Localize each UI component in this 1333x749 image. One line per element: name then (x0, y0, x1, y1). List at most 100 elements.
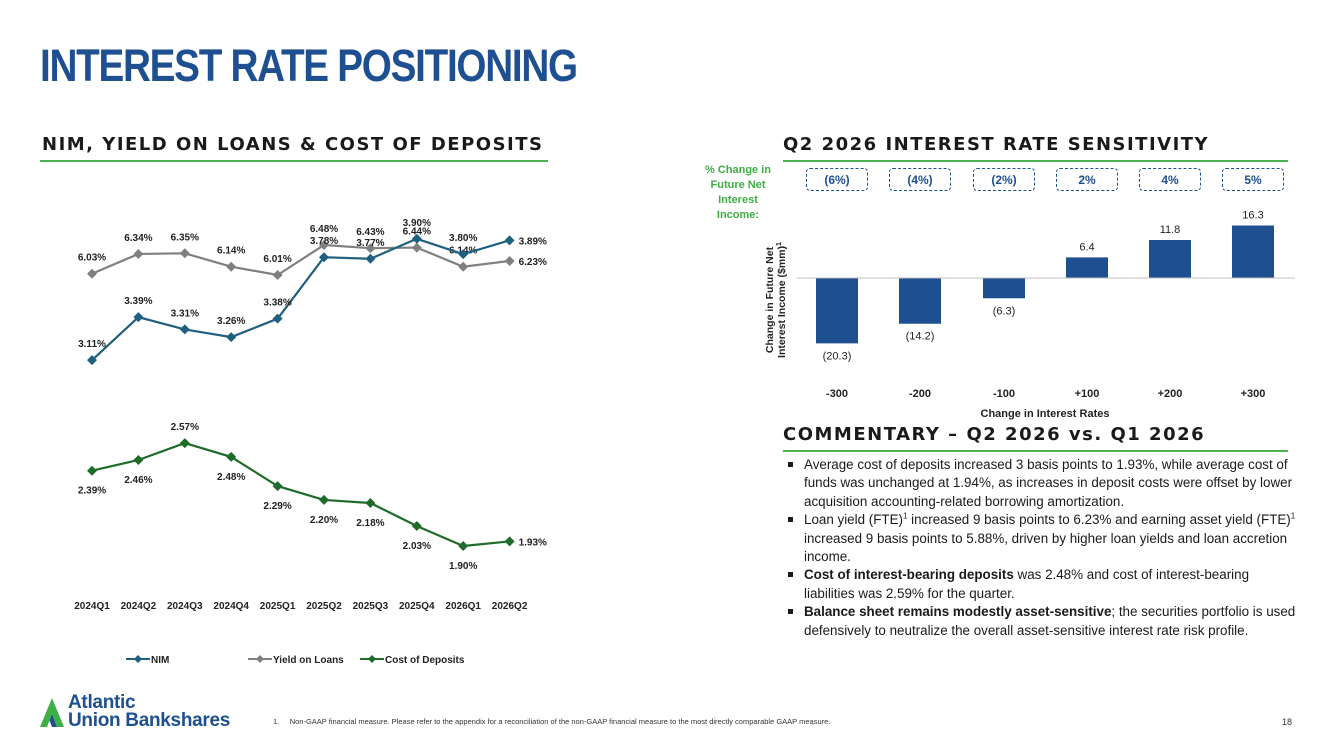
data-point (458, 261, 469, 272)
data-label: 2.03% (403, 541, 431, 552)
x-tick-label: 2024Q3 (167, 601, 203, 612)
legend-label: NIM (151, 655, 169, 666)
data-label: 3.31% (171, 308, 199, 319)
x-axis-label: Change in Interest Rates (981, 408, 1110, 420)
data-point (504, 255, 515, 266)
y-axis-label-line-1: Change in Future Net (764, 246, 776, 353)
right-section-title: Q2 2026 INTEREST RATE SENSITIVITY (783, 134, 1210, 155)
data-point (411, 233, 422, 244)
page-title: INTEREST RATE POSITIONING (40, 40, 578, 91)
data-label: 2.46% (124, 475, 152, 486)
data-point (458, 249, 469, 260)
page-number: 18 (1282, 717, 1293, 727)
y-axis-label-text: Interest Income ($mm) (776, 246, 788, 358)
x-tick-label: +300 (1241, 388, 1266, 400)
bullet-2-text-c: increased 9 basis points to 5.88%, drive… (804, 530, 1288, 565)
data-point (411, 242, 422, 253)
bar-value-label: 16.3 (1242, 210, 1263, 222)
bullet-4-text: ; the securities portfolio is used defen… (804, 604, 1296, 638)
commentary-list: Average cost of deposits increased 3 bas… (787, 456, 1297, 640)
data-label: 6.23% (519, 257, 547, 268)
pct-change-box: (6%) (806, 168, 868, 191)
left-section-title: NIM, YIELD ON LOANS & COST OF DEPOSITS (42, 134, 544, 155)
data-label: 2.18% (356, 518, 384, 529)
data-label: 3.39% (124, 296, 152, 307)
pct-change-box: (2%) (973, 168, 1035, 191)
data-point (179, 438, 190, 449)
commentary-rule (783, 450, 1288, 452)
legend-marker (134, 655, 142, 663)
data-point (226, 261, 237, 272)
data-point (411, 521, 422, 532)
commentary-bullet-4: Balance sheet remains modestly asset-sen… (787, 603, 1297, 640)
data-label: 3.38% (263, 298, 291, 309)
data-point (365, 243, 376, 254)
x-tick-label: -100 (993, 388, 1015, 400)
x-tick-label: 2026Q1 (445, 601, 481, 612)
data-label: 3.90% (403, 218, 431, 229)
pct-change-box: 2% (1056, 168, 1118, 191)
footnote: 1. Non-GAAP financial measure. Please re… (273, 717, 830, 726)
x-tick-label: 2024Q4 (213, 601, 249, 612)
data-point (179, 324, 190, 335)
data-point (87, 355, 97, 366)
data-label: 3.80% (449, 233, 477, 244)
data-point (458, 541, 469, 551)
data-point (504, 235, 515, 246)
data-label: 3.78% (310, 236, 338, 247)
series-line (91, 237, 510, 361)
logo-wordmark: Atlantic Union Bankshares (68, 692, 230, 730)
commentary-title: COMMENTARY – Q2 2026 vs. Q1 2026 (783, 424, 1206, 445)
data-label: 6.48% (310, 224, 338, 235)
logo-line-1: Atlantic (68, 692, 136, 713)
data-label: 2.29% (263, 501, 291, 512)
bar-value-label: 6.4 (1079, 241, 1094, 253)
bar-chart: (20.3) -300 (14.2) -200 (6.3) -100 6.4 +100 11.8… (764, 210, 1295, 420)
data-point (365, 497, 376, 508)
pct-change-box: 4% (1139, 168, 1201, 191)
x-tick-label: 2026Q2 (492, 601, 528, 612)
x-tick-label: 2024Q2 (121, 601, 157, 612)
data-point (504, 536, 515, 547)
right-section-rule (783, 160, 1288, 162)
data-label: 2.57% (171, 422, 199, 433)
legend-marker (368, 655, 376, 663)
data-point (133, 454, 144, 465)
x-tick-label: 2025Q1 (260, 601, 296, 612)
data-label: 2.20% (310, 515, 338, 526)
data-label: 1.90% (449, 561, 477, 572)
data-label: 2.39% (78, 486, 106, 497)
data-label: 6.01% (263, 254, 291, 265)
footnote-marker: 1 (1290, 511, 1296, 521)
footnote-marker: 1 (776, 242, 783, 246)
bullet-3-text: was 2.48% and cost of interest-bearing l… (804, 567, 1250, 601)
data-point (87, 465, 97, 476)
commentary-bullet-1: Average cost of deposits increased 3 bas… (787, 456, 1297, 511)
bullet-2-text-b: increased 9 basis points to 6.23% and ea… (907, 512, 1291, 528)
bar (899, 278, 941, 324)
data-label: 3.77% (356, 238, 384, 249)
bullet-1-text: Average cost of deposits increased 3 bas… (804, 457, 1293, 509)
x-tick-label: +100 (1075, 388, 1100, 400)
footnote-marker: 1 (902, 511, 908, 521)
data-label: 3.11% (78, 339, 106, 350)
x-tick-label: +200 (1158, 388, 1183, 400)
pct-change-label: % Change in Future Net Interest Income: (704, 164, 771, 221)
data-point (179, 248, 190, 259)
data-point (319, 252, 329, 263)
x-tick-label: 2025Q2 (306, 601, 342, 612)
bar-value-label: (14.2) (906, 331, 935, 343)
bar (1232, 225, 1274, 278)
bullet-4-bold: Balance sheet remains modestly asset-sen… (804, 604, 1112, 620)
logo-mark-icon (40, 698, 64, 727)
x-tick-label: 2025Q4 (399, 601, 435, 612)
data-point (319, 240, 329, 251)
data-point (87, 268, 97, 279)
commentary-bullet-2: Loan yield (FTE)1 increased 9 basis poin… (787, 511, 1297, 566)
data-point (226, 332, 237, 343)
data-point (272, 270, 283, 280)
x-tick-label: 2025Q3 (353, 601, 389, 612)
data-label: 6.34% (124, 233, 152, 244)
line-chart: 6.03% 6.34% 6.35% 6.14% 6.01% 6.48% 6.43% 6.44%… (74, 218, 547, 666)
y-axis-label-line-2: Interest Income ($mm)1 (776, 242, 788, 358)
